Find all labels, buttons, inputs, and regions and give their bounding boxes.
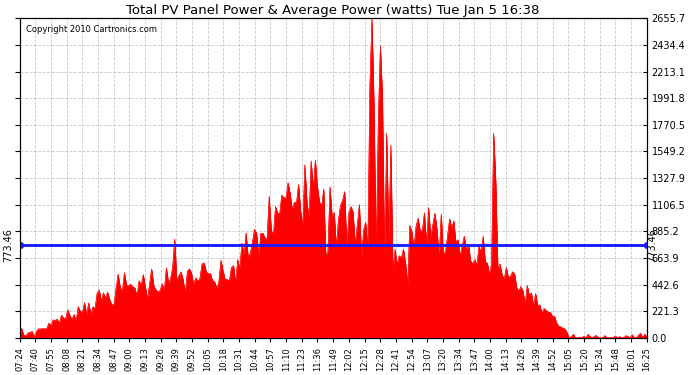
Text: Copyright 2010 Cartronics.com: Copyright 2010 Cartronics.com	[26, 25, 157, 34]
Text: 773.46: 773.46	[647, 228, 657, 262]
Text: 773.46: 773.46	[3, 228, 13, 262]
Title: Total PV Panel Power & Average Power (watts) Tue Jan 5 16:38: Total PV Panel Power & Average Power (wa…	[126, 4, 540, 17]
